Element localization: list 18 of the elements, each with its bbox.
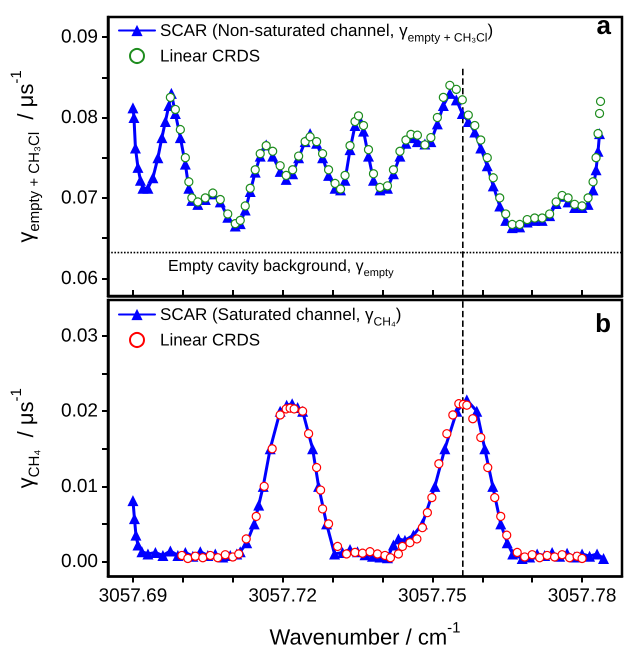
x-tick-label: 3057.78 — [548, 586, 616, 606]
y-axis-title: γCH₄ / μs-1 — [8, 388, 43, 488]
y-tick-label: 0.07 — [61, 187, 98, 208]
x-tick-label: 3057.72 — [248, 586, 318, 606]
annotation: b — [595, 308, 612, 338]
x-tick-label: 3057.69 — [98, 586, 168, 606]
y-tick-label: 0.02 — [61, 400, 98, 422]
y-tick-label: 0.09 — [61, 26, 98, 48]
y-tick-label: 0.00 — [61, 550, 98, 572]
y-tick-label: 0.06 — [61, 268, 98, 289]
legend-label: Linear CRDS — [160, 46, 260, 66]
y-tick-label: 0.08 — [61, 107, 98, 128]
y-tick-label: 0.03 — [61, 326, 98, 347]
y-tick-label: 0.01 — [61, 476, 98, 497]
legend-label: Linear CRDS — [160, 330, 260, 350]
x-tick-label: 3057.75 — [398, 586, 467, 606]
y-axis-title: γempty + CH₃Cl / μs-1 — [8, 70, 43, 243]
annotation: a — [596, 10, 612, 40]
